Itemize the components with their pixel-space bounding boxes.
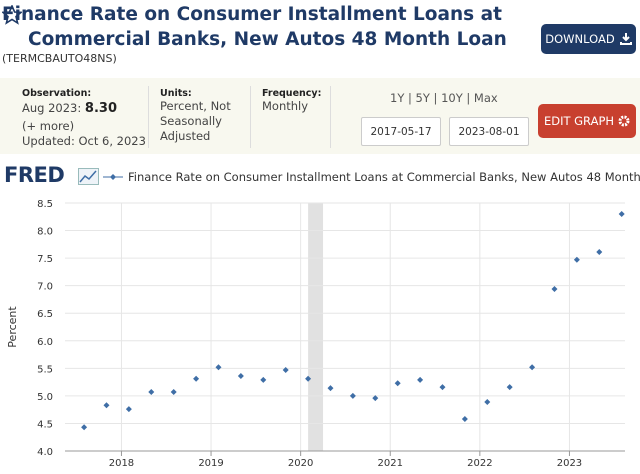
data-point [529,364,536,371]
data-point [327,385,334,392]
frequency-label: Frequency: [262,88,322,99]
data-point [215,364,222,371]
data-point [170,389,177,396]
observation-date: Aug 2023: [22,101,82,115]
data-point [551,285,558,292]
units: Percent, Not Seasonally Adjusted [160,99,231,143]
range-separator: | [404,91,416,105]
y-tick-label: 5.0 [37,392,53,403]
y-tick-label: 4.5 [37,419,53,430]
data-point [372,395,379,402]
data-point [349,392,356,399]
gear-icon [618,115,630,127]
x-tick-label: 2021 [378,458,403,469]
more-link[interactable]: (+ more) [22,119,75,133]
data-point [125,406,132,413]
y-tick-label: 7.5 [37,254,53,265]
favorite-star[interactable] [2,5,22,25]
data-point [506,384,513,391]
separator [330,86,331,148]
data-point [305,375,312,382]
x-tick-label: 2019 [198,458,223,469]
y-tick-label: 8.5 [37,199,53,210]
observation-label: Observation: [22,88,92,99]
recession-shade [308,203,324,451]
x-tick-label: 2020 [288,458,313,469]
range-option[interactable]: 5Y [415,91,430,105]
data-point [148,389,155,396]
legend-label: Finance Rate on Consumer Installment Loa… [128,170,640,184]
data-point [596,249,603,256]
fred-logo: FRED [4,163,65,187]
info-panel [0,78,640,154]
data-point [103,402,110,409]
range-separator: | [462,91,474,105]
x-tick-label: 2023 [557,458,582,469]
observation-value: 8.30 [84,101,117,116]
data-point [461,416,468,423]
range-selector: 1Y | 5Y | 10Y | Max [390,91,498,106]
data-point [394,380,401,387]
data-point [260,376,267,383]
y-tick-label: 7.0 [37,282,53,293]
x-tick-label: 2022 [467,458,492,469]
updated: Updated: Oct 6, 2023 [22,134,146,148]
y-tick-label: 6.0 [37,337,53,348]
logo-icon [78,168,99,185]
y-tick-label: 5.5 [37,364,53,375]
edit-graph-button[interactable]: EDIT GRAPH [538,104,636,138]
data-point [439,384,446,391]
download-icon [619,33,632,45]
data-point [573,256,580,263]
legend-marker [110,174,116,180]
range-separator: | [429,91,442,105]
data-point [618,211,625,218]
frequency: Monthly [262,99,309,113]
data-point [193,375,200,382]
range-option[interactable]: 1Y [390,91,405,105]
download-label: DOWNLOAD [545,32,615,46]
data-point [81,424,88,431]
start-date[interactable]: 2017-05-17 [361,117,441,146]
series-id: (TERMCBAUTO48NS) [2,52,117,65]
data-point [417,376,424,383]
y-tick-label: 8.0 [37,227,53,238]
chart: Percent 4.0 4.5 5.0 5.5 6.0 6.5 7.0 7.5 8.0 8.5 20… [6,170,640,469]
x-tick-label: 2018 [109,458,134,469]
range-option[interactable]: 10Y [441,91,463,105]
range-option[interactable]: Max [473,91,498,105]
end-date[interactable]: 2023-08-01 [449,117,529,146]
series-title: Finance Rate on Consumer Installment Loa… [2,4,507,50]
data-point [484,398,491,405]
y-tick-label: 6.5 [37,309,53,320]
y-axis-label: Percent [6,306,19,348]
data-point [237,373,244,380]
y-tick-label: 4.0 [37,447,53,458]
data-point [282,366,289,373]
separator [250,86,251,148]
download-button[interactable]: DOWNLOAD [541,24,636,54]
edit-graph-label: EDIT GRAPH [543,114,615,128]
separator [148,86,149,148]
units-label: Units: [160,88,192,99]
